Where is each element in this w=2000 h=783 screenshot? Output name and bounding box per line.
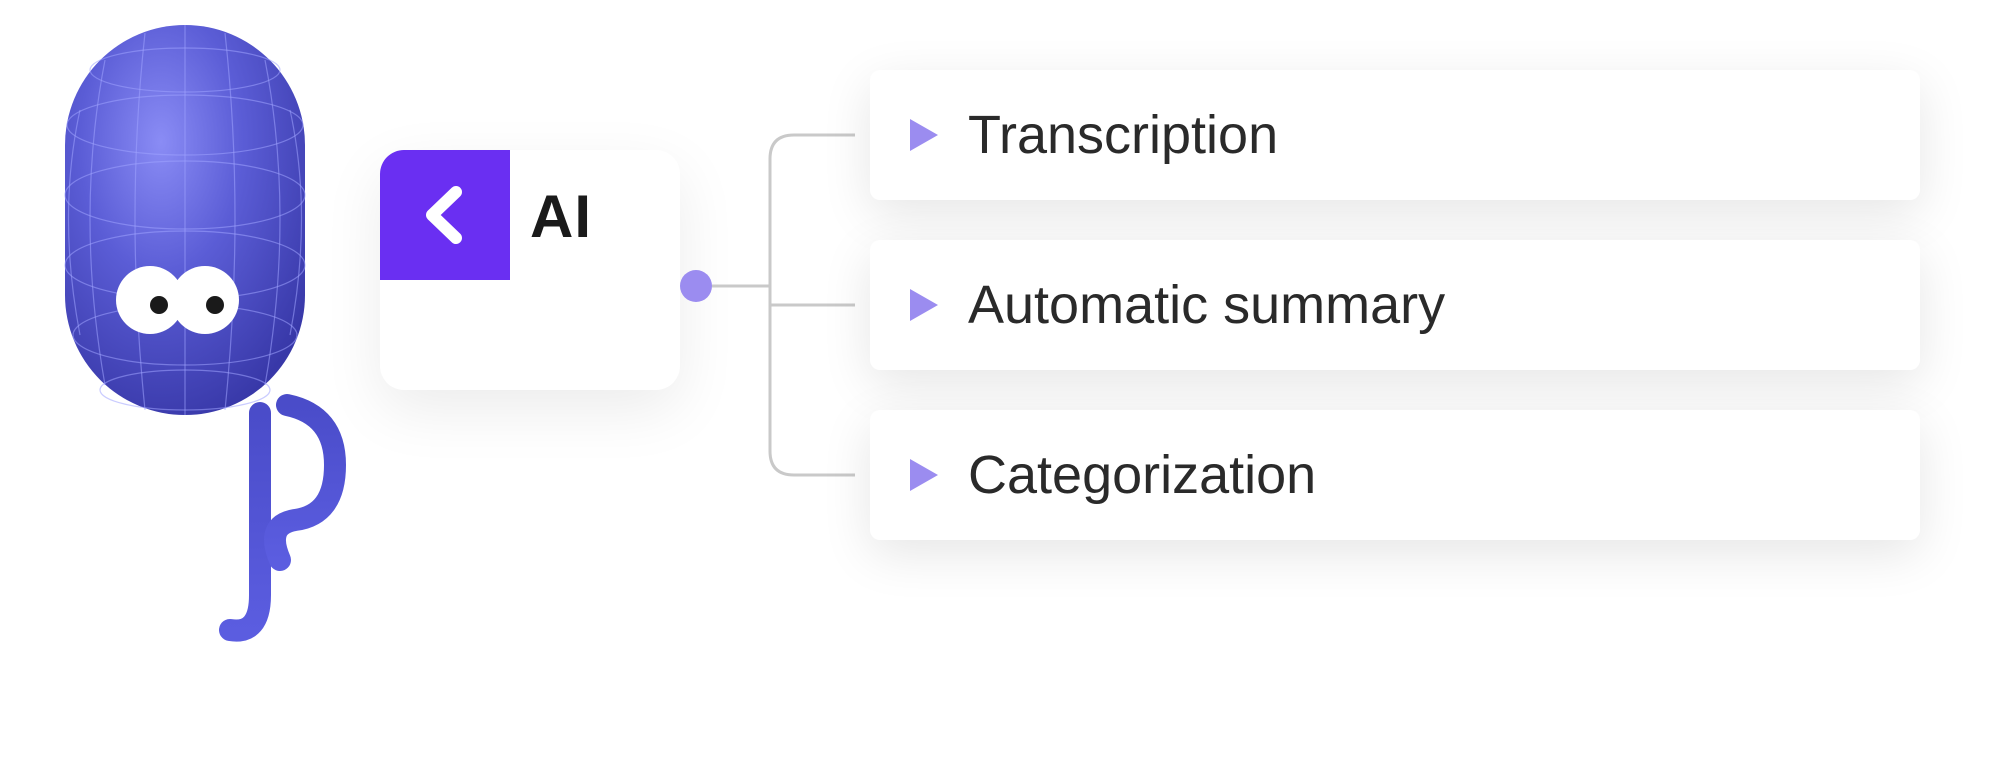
- chevron-left-icon: [410, 180, 480, 250]
- feature-card-summary: Automatic summary: [870, 240, 1920, 370]
- arrowhead-right-icon: [910, 459, 938, 491]
- diagram-stage: AI Transcription Automatic summary Categ…: [0, 0, 2000, 783]
- ai-label: AI: [530, 182, 592, 251]
- feature-card-transcription: Transcription: [870, 70, 1920, 200]
- feature-label: Transcription: [968, 104, 1278, 166]
- feature-label: Categorization: [968, 444, 1316, 506]
- ai-card: AI: [380, 150, 680, 390]
- ai-badge: [380, 150, 510, 280]
- feature-label: Automatic summary: [968, 274, 1445, 336]
- feature-card-categorization: Categorization: [870, 410, 1920, 540]
- arrowhead-right-icon: [910, 119, 938, 151]
- arrowhead-right-icon: [910, 289, 938, 321]
- mascot-illustration: [35, 15, 365, 755]
- connector-node: [680, 270, 712, 302]
